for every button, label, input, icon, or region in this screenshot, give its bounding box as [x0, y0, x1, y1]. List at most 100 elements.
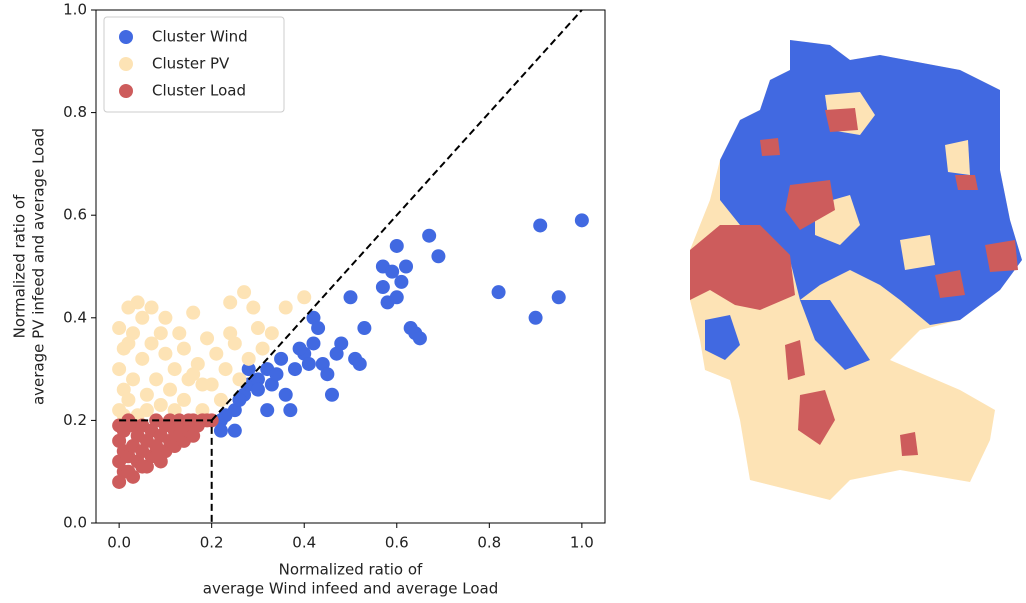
- x-tick-label: 0.2: [200, 534, 224, 552]
- scatter-point: [343, 290, 358, 305]
- scatter-point: [250, 372, 265, 387]
- scatter-point: [389, 238, 404, 253]
- scatter-point: [399, 259, 414, 274]
- scatter-point: [250, 382, 265, 397]
- scatter-point: [139, 403, 154, 418]
- scatter-point: [301, 356, 316, 371]
- scatter-point: [422, 228, 437, 243]
- y-tick-label: 1.0: [63, 1, 87, 19]
- scatter-point: [551, 290, 566, 305]
- scatter-point: [250, 321, 265, 336]
- scatter-point: [227, 336, 242, 351]
- reference-line: [210, 9, 583, 422]
- y-tick-label: 0.4: [63, 308, 87, 326]
- x-tick-label: 0.6: [385, 534, 409, 552]
- y-tick-label: 0.8: [63, 103, 87, 121]
- scatter-point: [246, 300, 261, 315]
- scatter-point: [320, 367, 335, 382]
- scatter-point: [292, 341, 307, 356]
- scatter-point: [130, 295, 145, 310]
- scatter-point: [112, 321, 127, 336]
- y-tick-label: 0.0: [63, 514, 87, 532]
- scatter-point: [528, 310, 543, 325]
- scatter-point: [158, 346, 173, 361]
- map-region-load: [760, 138, 780, 156]
- map-region-load: [900, 432, 918, 456]
- scatter-point: [394, 274, 409, 289]
- scatter-point: [431, 249, 446, 264]
- scatter-point: [126, 372, 141, 387]
- legend-marker: [119, 57, 133, 71]
- scatter-point: [232, 372, 247, 387]
- scatter-point: [176, 392, 191, 407]
- scatter-point: [241, 351, 256, 366]
- y-tick-label: 0.6: [63, 206, 87, 224]
- map-region-pv: [900, 235, 935, 270]
- scatter-point: [121, 392, 136, 407]
- scatter-point: [218, 408, 233, 423]
- scatter-point: [232, 392, 247, 407]
- scatter-point: [149, 372, 164, 387]
- scatter-point: [153, 326, 168, 341]
- scatter-point: [223, 295, 238, 310]
- scatter-point: [283, 403, 298, 418]
- scatter-point: [491, 285, 506, 300]
- y-axis-label: Normalized ratio of: [11, 194, 29, 338]
- legend-box: [103, 16, 285, 113]
- x-tick-label: 0.4: [292, 534, 316, 552]
- legend-label: Cluster Load: [152, 82, 246, 100]
- map-region-wind: [800, 300, 870, 370]
- scatter-point: [218, 362, 233, 377]
- map-region-load: [935, 270, 965, 298]
- scatter-point: [357, 321, 372, 336]
- map-region-load: [825, 108, 858, 132]
- scatter-point: [158, 310, 173, 325]
- scatter-point: [334, 336, 349, 351]
- scatter-point: [274, 351, 289, 366]
- map-region-load: [985, 240, 1018, 272]
- legend-marker: [119, 30, 133, 44]
- scatter-point: [287, 362, 302, 377]
- scatter-point: [306, 336, 321, 351]
- scatter-point: [264, 326, 279, 341]
- scatter-point: [167, 362, 182, 377]
- scatter-point: [135, 459, 150, 474]
- scatter-point: [135, 351, 150, 366]
- scatter-point: [278, 387, 293, 402]
- scatter-point: [352, 356, 367, 371]
- scatter-point: [227, 423, 242, 438]
- scatter-point: [237, 285, 252, 300]
- scatter-point: [375, 280, 390, 295]
- scatter-point: [260, 403, 275, 418]
- scatter-point: [139, 387, 154, 402]
- scatter-point: [412, 331, 427, 346]
- scatter-point: [200, 331, 215, 346]
- scatter-point: [112, 362, 127, 377]
- scatter-point: [163, 382, 178, 397]
- legend-label: Cluster PV: [152, 55, 230, 73]
- scatter-point: [153, 398, 168, 413]
- scatter-point: [213, 392, 228, 407]
- map-region-load: [785, 340, 805, 380]
- scatter-point: [213, 423, 228, 438]
- x-tick-label: 0.8: [477, 534, 501, 552]
- scatter-point: [241, 362, 256, 377]
- map-region-wind: [720, 40, 1022, 325]
- map-region-load: [955, 175, 978, 190]
- scatter-point: [389, 290, 404, 305]
- scatter-point: [149, 449, 164, 464]
- scatter-point: [144, 300, 159, 315]
- y-tick-label: 0.2: [63, 411, 87, 429]
- legend-marker: [119, 84, 133, 98]
- scatter-point: [176, 341, 191, 356]
- x-axis-label: average Wind infeed and average Load: [203, 580, 499, 598]
- x-tick-label: 0.0: [107, 534, 131, 552]
- scatter-point: [324, 387, 339, 402]
- scatter-point: [121, 336, 136, 351]
- scatter-point: [255, 341, 270, 356]
- scatter-point: [385, 264, 400, 279]
- scatter-point: [186, 305, 201, 320]
- x-axis-label: Normalized ratio of: [279, 561, 423, 579]
- y-axis-label: average PV infeed and average Load: [30, 128, 48, 405]
- scatter-point: [135, 310, 150, 325]
